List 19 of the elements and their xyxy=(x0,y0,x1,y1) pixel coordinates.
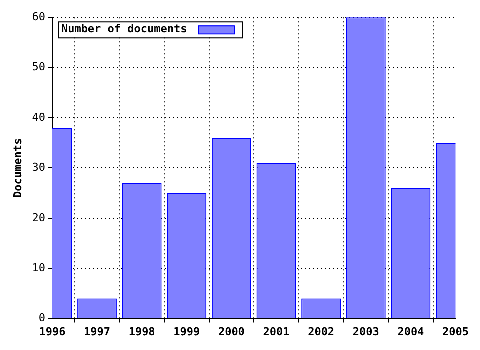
y-tick-label: 60 xyxy=(32,10,46,24)
x-tick-label: 2000 xyxy=(218,325,245,338)
y-tick-label: 40 xyxy=(32,110,46,124)
x-tick-label: 1997 xyxy=(84,325,111,338)
y-tick-label: 0 xyxy=(38,312,46,325)
y-axis-title: Documents xyxy=(11,138,24,198)
y-tick-label: 50 xyxy=(32,60,46,74)
x-tick-label: 2002 xyxy=(308,325,335,338)
x-tick-label: 2004 xyxy=(398,325,425,338)
x-tick-label: 2001 xyxy=(263,325,290,338)
x-tick-label: 1999 xyxy=(174,325,200,338)
x-tick-label: 2005 xyxy=(442,325,470,338)
y-tick-label: 20 xyxy=(32,211,46,224)
y-tick-label: 10 xyxy=(32,261,46,274)
x-tick-label: 1998 xyxy=(128,325,156,338)
legend-label: Number of documents xyxy=(61,22,188,36)
y-tick-label: 30 xyxy=(32,161,46,174)
x-tick-label: 2003 xyxy=(352,325,380,338)
x-tick-label: 1996 xyxy=(39,325,66,338)
